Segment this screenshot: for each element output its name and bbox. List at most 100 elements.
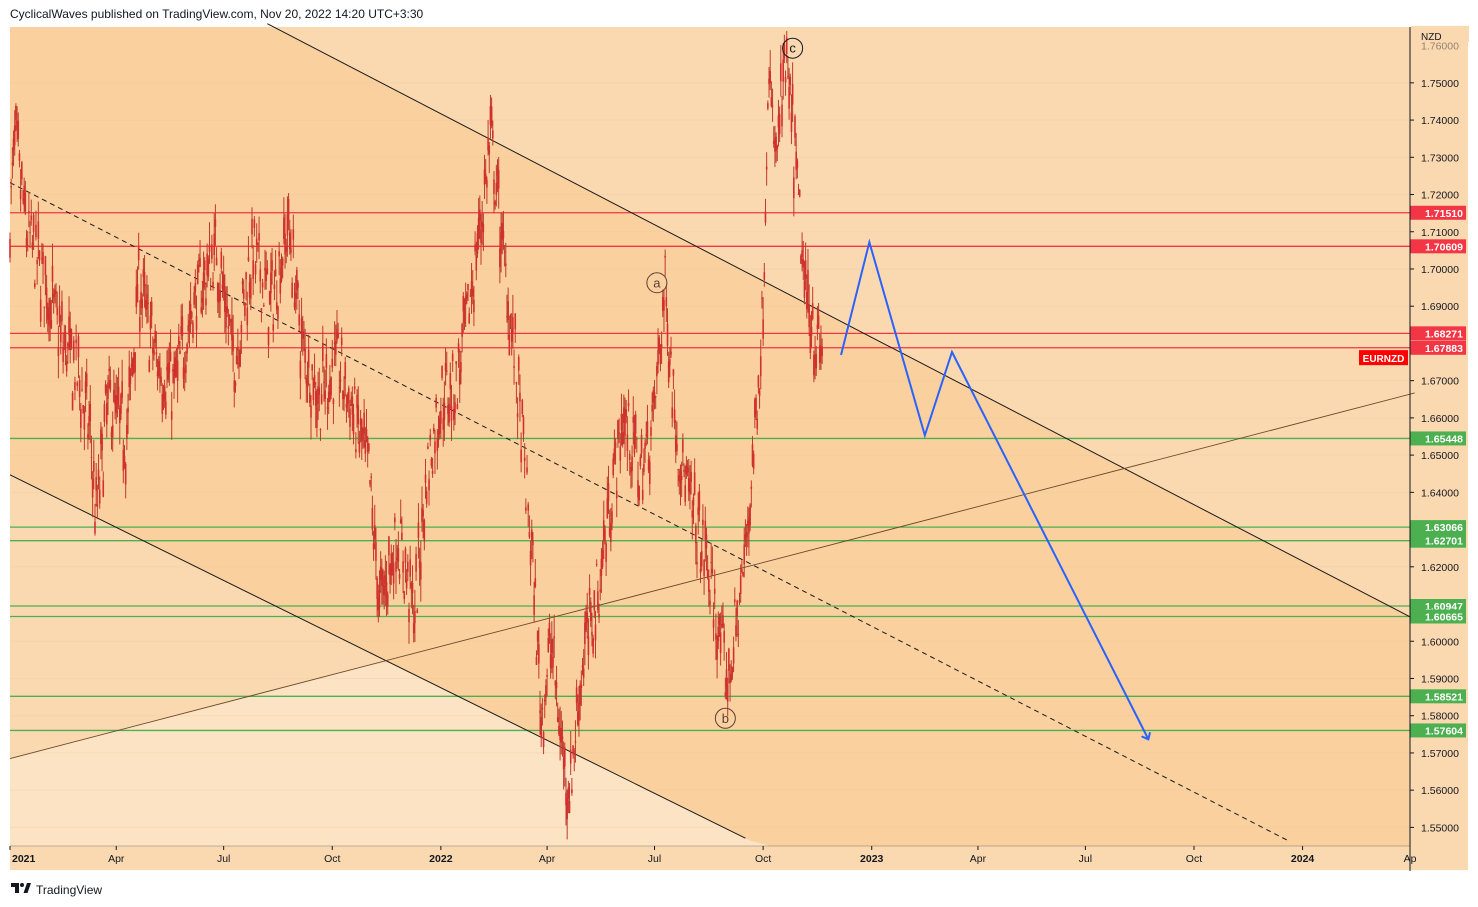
price-candle-body xyxy=(136,284,139,303)
wave-label-b: b xyxy=(722,711,729,726)
price-candle-body xyxy=(785,37,788,54)
price-candle-body xyxy=(715,633,717,640)
price-candle-body xyxy=(268,290,271,305)
price-candle-body xyxy=(769,71,772,84)
price-candle-body xyxy=(61,301,63,322)
price-candle-body xyxy=(70,329,73,348)
price-candle-body xyxy=(379,566,382,580)
price-candle-body xyxy=(211,244,213,259)
price-candle-body xyxy=(412,623,415,634)
price-candle-body xyxy=(208,244,211,252)
price-candle-body xyxy=(552,657,554,668)
price-candle-body xyxy=(783,43,786,59)
price-candle-body xyxy=(240,324,243,333)
price-candle-body xyxy=(356,394,358,409)
price-candle-body xyxy=(15,105,17,120)
price-candle-body xyxy=(109,379,112,391)
time-tick-label: Apr xyxy=(108,853,125,865)
price-candle-body xyxy=(711,568,714,574)
price-candle-body xyxy=(604,528,606,542)
price-candle-body xyxy=(336,329,338,341)
price-candle-body xyxy=(201,298,204,303)
price-candle-body xyxy=(618,432,620,434)
price-candle-body xyxy=(737,633,740,635)
price-candle-body xyxy=(305,377,308,384)
price-candle-body xyxy=(206,253,208,276)
price-candle-body xyxy=(538,644,540,664)
channel-shading xyxy=(10,27,1410,846)
price-candle-body xyxy=(364,440,367,454)
price-candle-body xyxy=(651,404,653,412)
price-candle-body xyxy=(448,403,450,423)
price-candle-body xyxy=(78,380,81,397)
price-candle-body xyxy=(579,684,581,705)
price-candle-body xyxy=(599,589,602,592)
price-candle-body xyxy=(488,145,491,155)
price-tick-label: 1.57000 xyxy=(1421,748,1459,760)
price-candle-body xyxy=(780,63,782,82)
price-candle-body xyxy=(154,330,156,343)
price-candle-body xyxy=(560,727,563,743)
price-candle-body xyxy=(554,680,557,686)
price-candle-body xyxy=(631,456,633,471)
price-tick-label: 1.55000 xyxy=(1421,822,1459,834)
price-candle-body xyxy=(352,414,355,435)
price-candle-body xyxy=(11,162,14,165)
price-candle-body xyxy=(462,295,465,312)
price-candle-body xyxy=(183,369,186,373)
price-candle-body xyxy=(710,562,712,564)
price-candle-body xyxy=(386,594,389,607)
price-candle-body xyxy=(287,199,290,220)
price-candle-body xyxy=(613,448,616,460)
price-candle-body xyxy=(528,531,531,538)
price-candle-body xyxy=(648,461,651,484)
price-candle-body xyxy=(102,480,105,497)
price-candle-body xyxy=(213,233,216,256)
support-label-bg xyxy=(1410,609,1466,624)
price-candle-body xyxy=(497,170,500,189)
price-candle-body xyxy=(450,406,453,421)
price-candle-body xyxy=(576,711,579,725)
price-candle-body xyxy=(607,483,610,502)
price-candle-body xyxy=(527,504,530,511)
price-candle-body xyxy=(410,582,413,588)
price-candle-body xyxy=(417,522,420,538)
price-candle-body xyxy=(303,335,305,337)
price-candle-body xyxy=(126,424,128,439)
price-candle-body xyxy=(504,263,507,266)
price-candle-body xyxy=(519,392,521,402)
price-candle-body xyxy=(455,361,458,365)
price-candle-body xyxy=(195,315,198,331)
wave-label-a: a xyxy=(653,275,661,290)
price-candle-body xyxy=(690,471,692,483)
price-candle-body xyxy=(454,402,456,413)
price-candle-body xyxy=(141,299,144,309)
footer-brand[interactable]: TradingView xyxy=(10,881,102,899)
price-candle-body xyxy=(340,337,343,345)
price-candle-body xyxy=(705,534,708,549)
price-candle-body xyxy=(307,349,310,368)
price-candle-body xyxy=(331,358,334,368)
price-candle-body xyxy=(207,259,210,277)
price-candle-body xyxy=(166,366,168,371)
price-candle-body xyxy=(602,520,605,541)
price-candle-body xyxy=(359,418,362,425)
price-candle-body xyxy=(49,299,51,321)
price-candle-body xyxy=(277,306,279,320)
price-candle-body xyxy=(319,429,322,431)
price-candle-body xyxy=(228,314,231,320)
price-candle-body xyxy=(351,396,354,415)
price-candle-body xyxy=(763,272,766,280)
price-candle-body xyxy=(743,544,746,565)
price-candle-body xyxy=(787,75,789,77)
price-candle-body xyxy=(580,684,583,688)
price-candle-body xyxy=(309,392,311,403)
price-candle-body xyxy=(231,318,233,341)
price-candle-body xyxy=(139,316,141,332)
price-candle-body xyxy=(797,193,800,195)
price-candle-body xyxy=(660,344,663,348)
price-candle-body xyxy=(623,407,625,423)
price-candle-body xyxy=(441,366,443,379)
price-candle-body xyxy=(541,708,544,710)
